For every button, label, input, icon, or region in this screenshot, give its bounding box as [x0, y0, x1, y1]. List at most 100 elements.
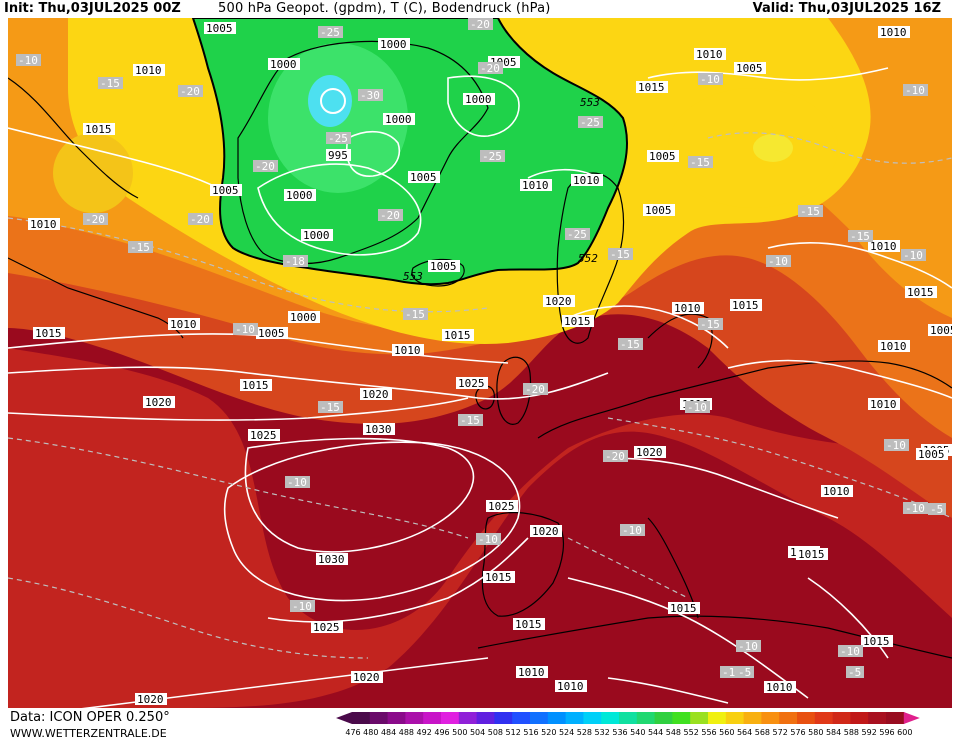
svg-text:1010: 1010 — [870, 240, 897, 253]
legend-tick-label: 560 — [719, 728, 734, 737]
svg-text:-10: -10 — [768, 255, 788, 268]
svg-text:-20: -20 — [525, 383, 545, 396]
legend-tick-label: 596 — [879, 728, 894, 737]
isobar-label: 1020 — [143, 396, 175, 409]
legend-swatch — [405, 712, 424, 724]
svg-text:1000: 1000 — [286, 189, 313, 202]
svg-text:-15: -15 — [100, 77, 120, 90]
height-label: 552 — [578, 252, 598, 265]
svg-text:1015: 1015 — [798, 548, 825, 561]
svg-text:-15: -15 — [800, 205, 820, 218]
svg-text:1015: 1015 — [242, 379, 269, 392]
temperature-label: -20 — [178, 85, 203, 98]
svg-text:1005: 1005 — [736, 62, 763, 75]
svg-text:-5: -5 — [930, 503, 943, 516]
legend-tick-label: 508 — [488, 728, 503, 737]
svg-text:-25: -25 — [482, 150, 502, 163]
svg-text:1015: 1015 — [638, 81, 665, 94]
temperature-label: -10 — [903, 84, 928, 97]
legend-swatch — [512, 712, 531, 724]
svg-text:1025: 1025 — [458, 377, 485, 390]
svg-text:1010: 1010 — [135, 64, 162, 77]
temperature-label: -15 — [848, 230, 873, 243]
svg-text:-20: -20 — [190, 213, 210, 226]
legend-tick-label: 564 — [737, 728, 752, 737]
legend-tick-label: 588 — [844, 728, 859, 737]
svg-text:1000: 1000 — [385, 113, 412, 126]
temperature-label: -20 — [478, 62, 503, 75]
svg-text:-30: -30 — [360, 89, 380, 102]
field-yellow-east-core — [753, 134, 793, 162]
legend-swatch — [850, 712, 869, 724]
legend-tick-label: 572 — [773, 728, 788, 737]
temperature-label: -15 — [798, 205, 823, 218]
map-title: 500 hPa Geopot. (gpdm), T (C), Bodendruc… — [218, 1, 551, 16]
isobar-label: 1015 — [240, 379, 272, 392]
svg-text:1025: 1025 — [250, 429, 277, 442]
svg-text:1020: 1020 — [362, 388, 389, 401]
isobar-label: 1015 — [513, 618, 545, 631]
temperature-label: -15 — [688, 156, 713, 169]
svg-text:-15: -15 — [320, 401, 340, 414]
isotherms — [8, 132, 952, 659]
isobar-labels: 1005 1000 1005 1010 1015 1005 1010 1010 1000 1000… — [28, 22, 952, 706]
legend-swatch — [797, 712, 816, 724]
legend-tick-label: 476 — [345, 728, 360, 737]
temperature-label: -15 — [128, 241, 153, 254]
isobar-label: 1015 — [796, 548, 828, 561]
svg-text:-10: -10 — [292, 600, 312, 613]
temperature-label: -10 — [290, 600, 315, 613]
height-label: 553 — [580, 96, 600, 109]
isobar-label: 1000 — [463, 93, 495, 106]
svg-text:1030: 1030 — [365, 423, 392, 436]
legend-tick-label: 496 — [434, 728, 449, 737]
legend-tick-label: 552 — [684, 728, 699, 737]
temperature-label: -20 — [468, 18, 493, 31]
svg-text:-10: -10 — [235, 323, 255, 336]
svg-text:-18: -18 — [285, 255, 305, 268]
isobar-label: 1015 — [562, 315, 594, 328]
svg-text:1005: 1005 — [206, 22, 233, 35]
svg-text:-15: -15 — [690, 156, 710, 169]
svg-text:1010: 1010 — [880, 26, 907, 39]
svg-text:-20: -20 — [380, 209, 400, 222]
legend-tick-label: 556 — [701, 728, 716, 737]
svg-text:1025: 1025 — [313, 621, 340, 634]
data-source: Data: ICON OPER 0.250° — [10, 710, 170, 725]
svg-text:1020: 1020 — [545, 295, 572, 308]
legend-tick-label: 548 — [666, 728, 681, 737]
height-label: 553 — [403, 270, 423, 283]
svg-text:-10: -10 — [622, 524, 642, 537]
isobar-label: 1010 — [878, 26, 910, 39]
init-time: Init: Thu,03JUL2025 00Z — [4, 1, 181, 16]
isobar-label: 1025 — [248, 429, 280, 442]
svg-text:1000: 1000 — [380, 38, 407, 51]
svg-text:1020: 1020 — [532, 525, 559, 538]
isobar-label: 1010 — [764, 681, 796, 694]
temperature-label: -10 — [698, 73, 723, 86]
svg-text:-15: -15 — [130, 241, 150, 254]
svg-text:1015: 1015 — [485, 571, 512, 584]
legend-swatch — [583, 712, 602, 724]
temperature-label: -20 — [603, 450, 628, 463]
legend-tick-label: 600 — [897, 728, 912, 737]
legend-swatch — [886, 712, 905, 724]
svg-text:1020: 1020 — [137, 693, 164, 706]
isobar-label: 1010 — [571, 174, 603, 187]
isobar-label: 1010 — [821, 485, 853, 498]
svg-text:-5: -5 — [848, 666, 861, 679]
isobars — [8, 67, 952, 708]
temperature-label: -10 — [233, 323, 258, 336]
isobar-label: 1005 — [734, 62, 766, 75]
temperature-label: -20 — [523, 383, 548, 396]
svg-text:1010: 1010 — [394, 344, 421, 357]
temperature-label: -15 — [98, 77, 123, 90]
temperature-label: -25 — [480, 150, 505, 163]
legend-tick-label: 516 — [523, 728, 538, 737]
isobar-label: 1010 — [868, 398, 900, 411]
svg-text:1010: 1010 — [518, 666, 545, 679]
svg-text:-10: -10 — [687, 401, 707, 414]
legend-swatch — [476, 712, 495, 724]
temperature-label: -20 — [83, 213, 108, 226]
isobar-label: 1020 — [135, 693, 167, 706]
